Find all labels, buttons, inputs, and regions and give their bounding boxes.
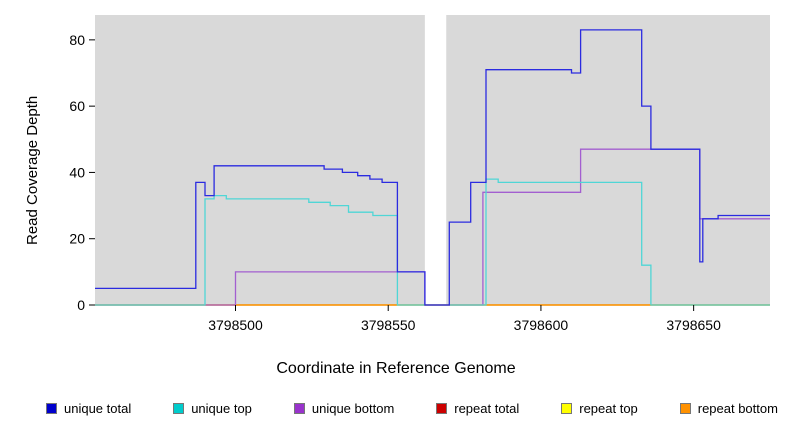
series-line-unique-total	[95, 29, 770, 306]
x-tick-label: 3798500	[208, 317, 263, 333]
legend-label: repeat top	[579, 401, 638, 416]
legend-swatch-repeat-total	[436, 403, 448, 414]
y-tick-label: 80	[69, 32, 85, 48]
legend: unique total unique top unique bottom repea…	[46, 401, 778, 416]
x-tick-label: 3798550	[361, 317, 416, 333]
x-axis-title: Coordinate in Reference Genome	[276, 360, 516, 377]
series-line-unique-top	[95, 178, 770, 306]
x-tick-label: 3798600	[514, 317, 569, 333]
legend-swatch-unique-top	[173, 403, 185, 414]
legend-item-unique-top: unique top	[173, 401, 252, 416]
legend-swatch-repeat-top	[561, 403, 573, 414]
legend-item-repeat-total: repeat total	[436, 401, 519, 416]
y-tick-label: 20	[69, 231, 85, 247]
y-tick-label: 60	[69, 98, 85, 114]
legend-label: repeat total	[454, 401, 520, 416]
y-tick-label: 0	[77, 297, 85, 313]
legend-label: unique bottom	[311, 401, 395, 416]
legend-item-repeat-bottom: repeat bottom	[679, 401, 778, 416]
y-axis-title: Read Coverage Depth	[24, 95, 41, 245]
legend-label: unique total	[64, 401, 132, 416]
y-tick-label: 40	[69, 164, 85, 180]
legend-label: repeat bottom	[697, 401, 778, 416]
x-tick-label: 3798650	[666, 317, 721, 333]
legend-item-unique-bottom: unique bottom	[293, 401, 395, 416]
legend-swatch-repeat-bottom	[679, 403, 691, 414]
legend-item-unique-total: unique total	[46, 401, 131, 416]
legend-swatch-unique-bottom	[293, 403, 305, 414]
legend-item-repeat-top: repeat top	[561, 401, 638, 416]
legend-label: unique top	[191, 401, 252, 416]
legend-swatch-unique-total	[46, 403, 57, 414]
no-data-gap-band	[424, 13, 447, 307]
